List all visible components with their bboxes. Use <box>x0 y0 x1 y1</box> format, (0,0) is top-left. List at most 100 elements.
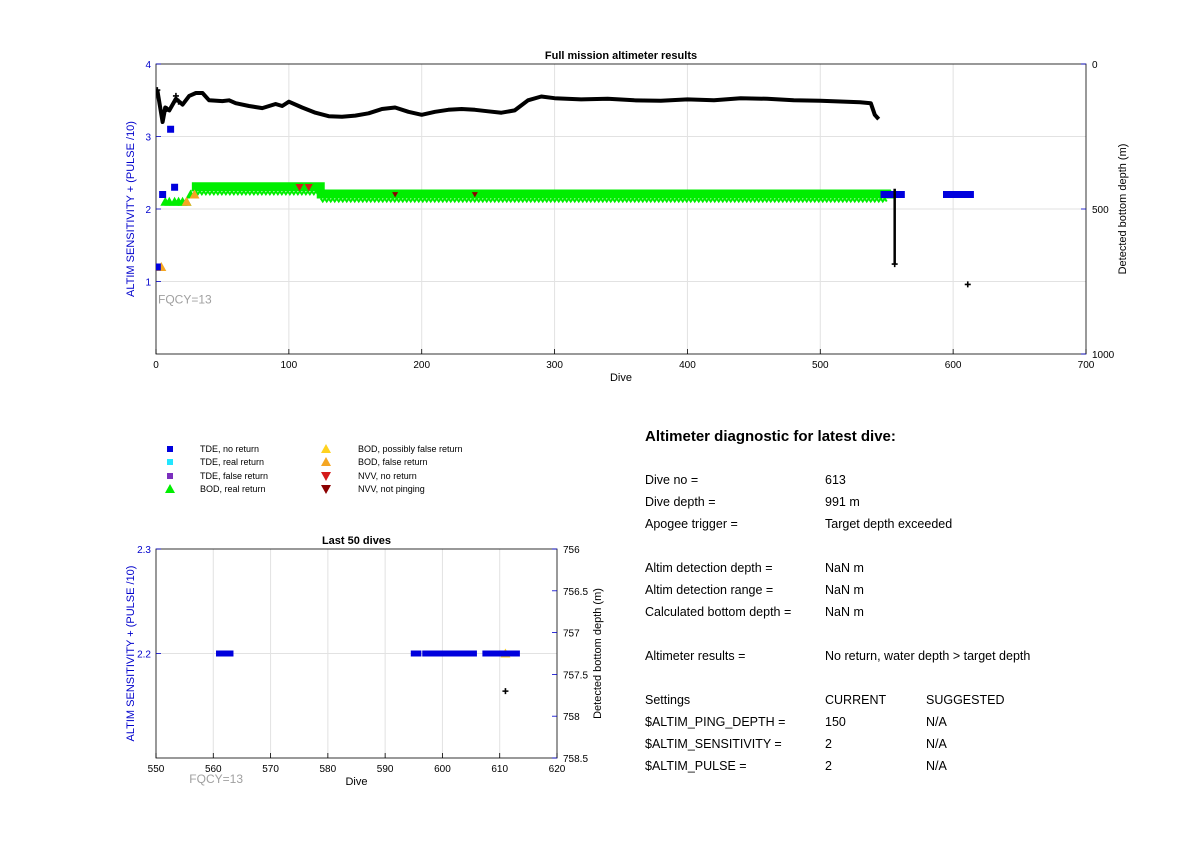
setting-suggested: N/A <box>926 759 947 773</box>
y-right-tick-label: 758 <box>563 712 580 723</box>
legend-triangle-down-icon <box>321 472 331 481</box>
data-layer <box>216 648 520 695</box>
settings-label: Settings <box>645 693 691 707</box>
detection-depth-value: NaN m <box>825 561 864 575</box>
bottom-depth-marker <box>891 261 898 268</box>
detection-range-row: Altim detection range = NaN m <box>645 583 1185 605</box>
dive-depth-row: Dive depth = 991 m <box>645 495 1185 517</box>
legend-square-icon <box>167 446 173 452</box>
x-tick-label: 620 <box>549 764 566 775</box>
bottom-depth-marker <box>163 105 170 112</box>
bod-real-return-marker <box>190 182 201 192</box>
y-left-axis-label: ALTIM SENSITIVITY + (PULSE /10) <box>125 566 137 742</box>
altimeter-diagnostic-panel: Altimeter diagnostic for latest dive: Di… <box>645 428 1185 781</box>
legend-triangle-up-icon <box>321 457 331 466</box>
tde-no-return-band <box>410 650 422 657</box>
tde-no-return-marker <box>171 183 179 191</box>
setting-suggested: N/A <box>926 737 947 751</box>
x-tick-label: 100 <box>281 360 298 371</box>
nvv-not-pinging-marker <box>392 192 399 198</box>
detection-range-value: NaN m <box>825 583 864 597</box>
dive-no-label: Dive no = <box>645 473 699 487</box>
fqcy-annotation: FQCY=13 <box>189 772 243 786</box>
x-tick-label: 500 <box>812 360 829 371</box>
y-left-tick-label: 2.2 <box>137 650 151 661</box>
detection-depth-row: Altim detection depth = NaN m <box>645 561 1185 583</box>
nvv-no-return-marker <box>295 184 304 192</box>
bottom-depth-marker <box>172 92 179 99</box>
legend-triangle-down-icon <box>321 485 331 494</box>
suggested-header: SUGGESTED <box>926 693 1005 707</box>
y-right-tick-label: 756 <box>563 545 580 556</box>
y-right-tick-label: 0 <box>1092 60 1098 71</box>
legend-triangle-up-icon <box>165 484 175 493</box>
y-right-tick-label: 757 <box>563 629 580 640</box>
setting-current: 2 <box>825 759 832 773</box>
x-tick-label: 300 <box>546 360 563 371</box>
y-right-axis-label: Detected bottom depth (m) <box>1117 144 1129 275</box>
y-left-tick-label: 4 <box>145 60 151 71</box>
apogee-label: Apogee trigger = <box>645 517 738 531</box>
legend-label: NVV, not pinging <box>358 484 425 494</box>
diagnostic-title: Altimeter diagnostic for latest dive: <box>645 428 896 445</box>
tde-no-return-marker <box>897 191 905 198</box>
dive-no-row: Dive no = 613 <box>645 473 1185 495</box>
y-right-tick-label: 758.5 <box>563 754 588 765</box>
bottom-depth-marker <box>156 87 161 94</box>
bod-false-return-marker <box>181 196 192 206</box>
apogee-row: Apogee trigger = Target depth exceeded <box>645 517 1185 539</box>
y-right-tick-label: 756.5 <box>563 587 588 598</box>
x-tick-label: 550 <box>148 764 165 775</box>
y-left-tick-label: 2 <box>145 205 151 216</box>
tde-no-return-marker <box>159 191 167 198</box>
results-value: No return, water depth > target depth <box>825 649 1031 663</box>
x-tick-label: 700 <box>1078 360 1095 371</box>
tde-no-return-marker <box>156 263 161 271</box>
bod-real-return-edge <box>195 189 323 197</box>
legend-label: BOD, possibly false return <box>358 444 463 454</box>
detection-range-label: Altim detection range = <box>645 583 774 597</box>
y-right-tick-label: 1000 <box>1092 350 1115 361</box>
y-left-tick-label: 3 <box>145 133 151 144</box>
y-right-axis-label: Detected bottom depth (m) <box>592 588 604 719</box>
x-tick-label: 590 <box>377 764 394 775</box>
calc-depth-value: NaN m <box>825 605 864 619</box>
tde-no-return-marker <box>880 191 888 198</box>
results-label: Altimeter results = <box>645 649 746 663</box>
x-tick-label: 610 <box>491 764 508 775</box>
tde-no-return-marker <box>885 191 893 198</box>
bottom-depth-line <box>156 89 881 124</box>
current-header: CURRENT <box>825 693 887 707</box>
bottom-depth-marker <box>964 281 971 288</box>
legend-triangle-up-icon <box>321 444 331 453</box>
chart-title: Last 50 dives <box>322 535 391 547</box>
dive-depth-label: Dive depth = <box>645 495 716 509</box>
y-left-axis-label: ALTIM SENSITIVITY + (PULSE /10) <box>125 121 137 297</box>
x-axis-label: Dive <box>345 776 367 788</box>
tde-no-return-band <box>216 650 234 657</box>
calc-depth-row: Calculated bottom depth = NaN m <box>645 605 1185 627</box>
bod-real-return-band <box>316 189 891 199</box>
data-layer <box>156 87 974 288</box>
y-right-tick-label: 757.5 <box>563 670 588 681</box>
results-row: Altimeter results = No return, water dep… <box>645 649 1185 671</box>
tde-no-return-marker <box>167 125 175 133</box>
x-tick-label: 580 <box>320 764 337 775</box>
setting-current: 150 <box>825 715 846 729</box>
bod-real-return-band <box>191 182 325 192</box>
x-tick-label: 560 <box>205 764 222 775</box>
legend-label: TDE, no return <box>200 444 259 454</box>
apogee-value: Target depth exceeded <box>825 517 953 531</box>
legend-label: NVV, no return <box>358 471 417 481</box>
legend-label: TDE, real return <box>200 457 264 467</box>
x-tick-label: 600 <box>945 360 962 371</box>
x-tick-label: 0 <box>153 360 159 371</box>
bottom-depth-marker <box>502 688 509 695</box>
tde-no-return-band <box>482 650 520 657</box>
tde-no-return-band <box>422 650 477 657</box>
x-axis-label: Dive <box>610 372 632 384</box>
setting-row: $ALTIM_PING_DEPTH = 150 N/A <box>645 715 1185 737</box>
